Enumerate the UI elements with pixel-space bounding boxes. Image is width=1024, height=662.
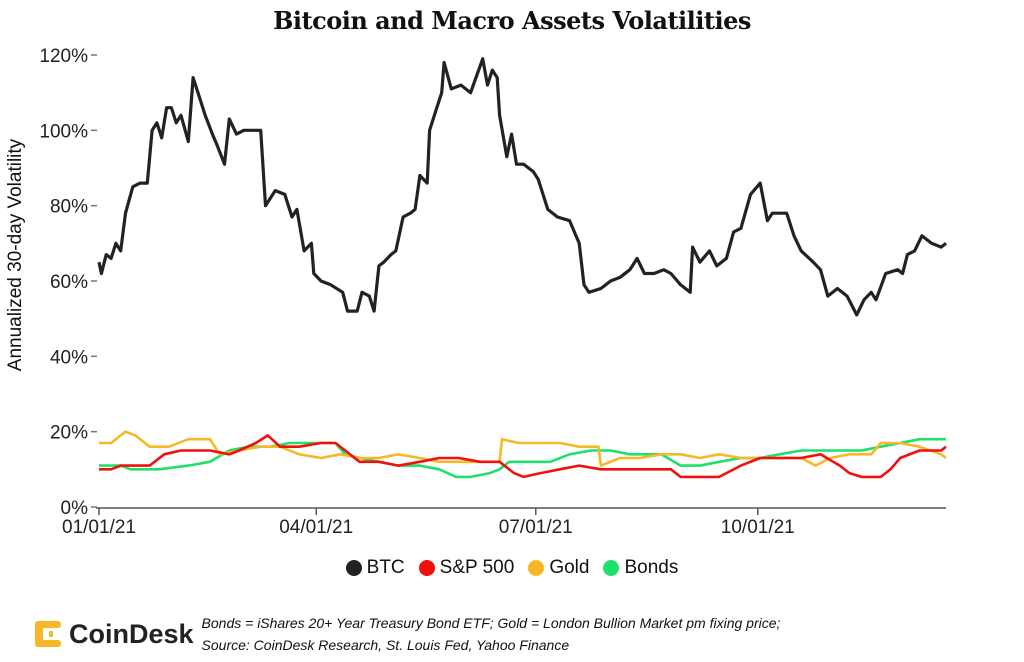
- legend-dot-icon: [418, 560, 435, 576]
- legend: BTC S&P 500 Gold Bonds: [0, 557, 1024, 579]
- legend-dot-icon: [528, 560, 545, 576]
- legend-label: S&P 500: [439, 557, 515, 578]
- y-tick-label: 120%: [39, 46, 88, 67]
- y-tick-label: 40%: [50, 347, 88, 368]
- x-tick-label: 01/01/21: [62, 517, 136, 538]
- y-axis-label: Annualized 30-day Volatility: [5, 138, 26, 371]
- series-line-s-p-500: [99, 434, 947, 479]
- x-tick-label: 07/01/21: [499, 517, 573, 538]
- legend-label: Bonds: [624, 557, 679, 578]
- coindesk-logo-icon: [35, 621, 61, 647]
- y-tick-label: 80%: [50, 197, 88, 218]
- legend-dot-icon: [345, 560, 362, 576]
- y-tick-label: 20%: [50, 423, 88, 444]
- legend-item: Gold: [528, 557, 589, 579]
- legend-dot-icon: [603, 560, 620, 576]
- footer: CoinDesk Bonds = iShares 20+ Year Treasu…: [33, 612, 780, 656]
- footnote-source: Source: CoinDesk Research, St. Louis Fed…: [201, 637, 570, 653]
- chart-plot: 0% 20% 40% 60% 80% 100% 120% 01/01/21 04/01/21 07…: [5, 46, 947, 538]
- y-tick-label: 100%: [39, 121, 88, 142]
- y-tick-label: 0%: [61, 498, 89, 519]
- series-line-gold: [99, 430, 947, 467]
- legend-label: BTC: [366, 557, 405, 578]
- legend-item: BTC: [345, 557, 405, 579]
- legend-item: S&P 500: [418, 557, 515, 579]
- series-line-bonds: [99, 437, 946, 479]
- coindesk-brand: CoinDesk: [69, 618, 194, 649]
- x-tick-label: 04/01/21: [279, 517, 353, 538]
- chart-title: Bitcoin and Macro Assets Volatilities: [273, 6, 751, 35]
- x-tick-label: 10/01/21: [721, 517, 795, 538]
- legend-item: Bonds: [603, 557, 678, 579]
- legend-label: Gold: [549, 557, 590, 578]
- footnote-definitions: Bonds = iShares 20+ Year Treasury Bond E…: [201, 615, 781, 631]
- series-line-btc: [97, 57, 947, 317]
- y-tick-label: 60%: [50, 272, 88, 293]
